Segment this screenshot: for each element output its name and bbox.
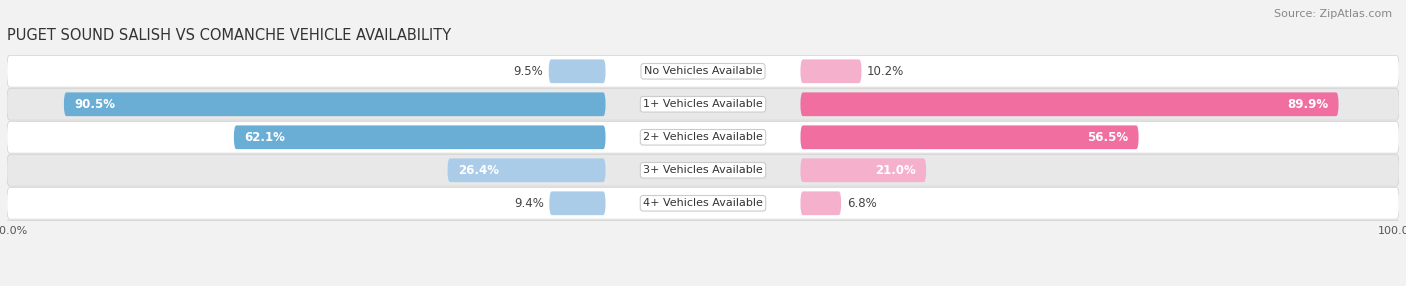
Text: No Vehicles Available: No Vehicles Available xyxy=(644,66,762,76)
Text: 4+ Vehicles Available: 4+ Vehicles Available xyxy=(643,198,763,208)
FancyBboxPatch shape xyxy=(800,125,1139,149)
FancyBboxPatch shape xyxy=(800,158,927,182)
Text: 2+ Vehicles Available: 2+ Vehicles Available xyxy=(643,132,763,142)
FancyBboxPatch shape xyxy=(7,122,1399,153)
Text: 89.9%: 89.9% xyxy=(1286,98,1329,111)
Text: 90.5%: 90.5% xyxy=(75,98,115,111)
Text: 9.4%: 9.4% xyxy=(513,197,544,210)
Text: 21.0%: 21.0% xyxy=(875,164,915,177)
Text: PUGET SOUND SALISH VS COMANCHE VEHICLE AVAILABILITY: PUGET SOUND SALISH VS COMANCHE VEHICLE A… xyxy=(7,28,451,43)
FancyBboxPatch shape xyxy=(800,59,862,83)
FancyBboxPatch shape xyxy=(550,191,606,215)
Text: 3+ Vehicles Available: 3+ Vehicles Available xyxy=(643,165,763,175)
FancyBboxPatch shape xyxy=(800,191,841,215)
Text: 1+ Vehicles Available: 1+ Vehicles Available xyxy=(643,99,763,109)
Text: Source: ZipAtlas.com: Source: ZipAtlas.com xyxy=(1274,9,1392,19)
Text: 26.4%: 26.4% xyxy=(458,164,499,177)
FancyBboxPatch shape xyxy=(7,187,1399,219)
FancyBboxPatch shape xyxy=(233,125,606,149)
FancyBboxPatch shape xyxy=(7,55,1399,87)
FancyBboxPatch shape xyxy=(447,158,606,182)
FancyBboxPatch shape xyxy=(63,92,606,116)
FancyBboxPatch shape xyxy=(548,59,606,83)
FancyBboxPatch shape xyxy=(7,88,1399,120)
Text: 9.5%: 9.5% xyxy=(513,65,543,78)
Text: 6.8%: 6.8% xyxy=(846,197,876,210)
Text: 56.5%: 56.5% xyxy=(1087,131,1128,144)
Text: 62.1%: 62.1% xyxy=(245,131,285,144)
FancyBboxPatch shape xyxy=(800,92,1339,116)
FancyBboxPatch shape xyxy=(7,154,1399,186)
Text: 10.2%: 10.2% xyxy=(868,65,904,78)
